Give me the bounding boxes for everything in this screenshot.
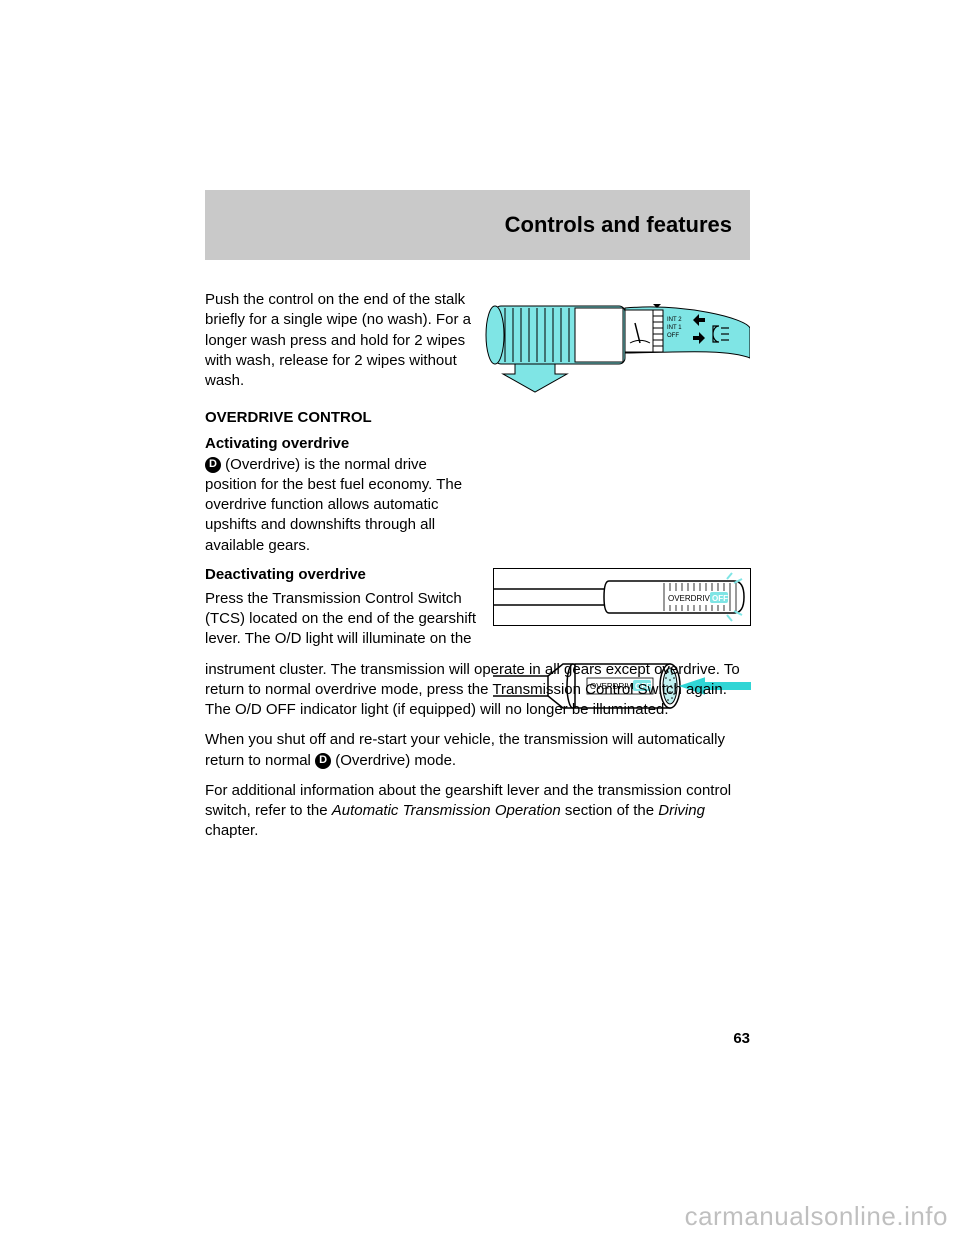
section-title: Controls and features (505, 212, 732, 238)
deactivate-para-full: instrument cluster. The transmission wil… (205, 660, 750, 721)
overdrive-activate-label: Activating overdrive (205, 435, 349, 452)
deactivate-heading: Deactivating overdrive (205, 566, 478, 583)
overdrive-refer-para: For additional information about the gea… (205, 781, 750, 842)
d-overdrive-icon: D (205, 457, 221, 473)
overdrive-heading: OVERDRIVE CONTROL (205, 409, 750, 426)
refer-italic-2: Driving (658, 802, 705, 819)
restart-text-a: When you shut off and re-start your vehi… (205, 731, 725, 768)
watermark: carmanualsonline.info (685, 1201, 948, 1232)
washer-paragraph: Push the control on the end of the stalk… (205, 290, 478, 391)
content-area: Push the control on the end of the stalk… (205, 290, 750, 852)
deactivate-text-1: Press the Transmission Control Switch (T… (205, 590, 476, 648)
overdrive-restart-para: When you shut off and re-start your vehi… (205, 730, 750, 771)
restart-text-b: (Overdrive) mode. (331, 752, 456, 769)
page-number: 63 (733, 1030, 750, 1047)
refer-italic: Automatic Transmission Operation (332, 802, 561, 819)
overdrive-activate-text: (Overdrive) is the normal drive position… (205, 456, 462, 554)
refer-suffix: chapter. (205, 822, 258, 839)
section-header: Controls and features (205, 190, 750, 260)
deactivate-text-2: instrument cluster. The transmission wil… (205, 661, 740, 719)
deactivate-para-left: Press the Transmission Control Switch (T… (205, 589, 478, 650)
d-overdrive-icon-2: D (315, 753, 331, 769)
page: Controls and features INT 2 INT 1 OF (0, 0, 960, 1242)
overdrive-activate-para: Activating overdrive D (Overdrive) is th… (205, 434, 478, 556)
refer-mid: section of the (561, 802, 659, 819)
